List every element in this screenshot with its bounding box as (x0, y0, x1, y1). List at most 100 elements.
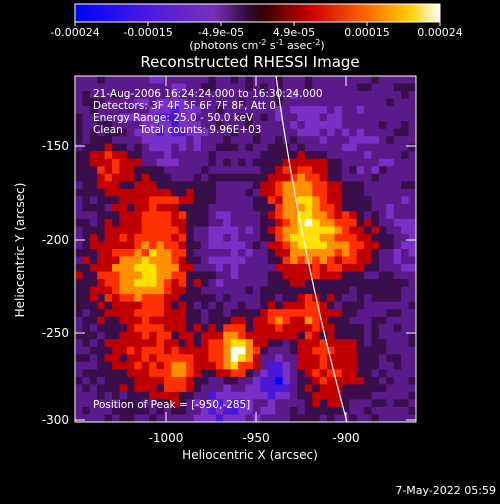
heatmap-cell (215, 128, 224, 137)
heatmap-cell (327, 324, 335, 333)
heatmap-cell (201, 166, 209, 175)
heatmap-cell (75, 309, 83, 318)
heatmap-cell (75, 76, 83, 84)
heatmap-cell (193, 324, 202, 333)
heatmap-cell (393, 136, 402, 145)
heatmap-cell (156, 399, 165, 408)
heatmap-cell (378, 331, 387, 340)
heatmap-cell (386, 316, 395, 325)
heatmap-cell (156, 181, 165, 190)
heatmap-cell (401, 361, 409, 370)
heatmap-cell (208, 271, 217, 280)
heatmap-cell (238, 384, 246, 393)
heatmap-cell (75, 121, 83, 130)
heatmap-cell (230, 339, 239, 348)
heatmap-cell (208, 121, 217, 130)
heatmap-cell (334, 106, 343, 115)
heatmap-cell (312, 241, 321, 250)
heatmap-cell (393, 376, 402, 385)
heatmap-cell (341, 286, 350, 295)
heatmap-cell (208, 203, 217, 212)
heatmap-cell (223, 391, 232, 400)
heatmap-cell (408, 286, 417, 295)
heatmap-cell (126, 271, 135, 280)
heatmap-cell (112, 391, 120, 400)
heatmap-cell (378, 136, 387, 145)
heatmap-cell (141, 136, 150, 145)
heatmap-cell (75, 158, 83, 167)
heatmap-cell (275, 106, 283, 115)
heatmap-cell (186, 249, 195, 257)
heatmap-cell (378, 106, 387, 115)
heatmap-cell (319, 406, 328, 415)
heatmap-cell (378, 76, 387, 84)
heatmap-cell (112, 128, 120, 137)
heatmap-cell (275, 361, 283, 370)
heatmap-cell (126, 91, 135, 99)
heatmap-cell (252, 369, 261, 378)
heatmap-cell (208, 166, 217, 175)
heatmap-cell (378, 203, 387, 212)
heatmap-cell (401, 249, 409, 257)
heatmap-cell (97, 211, 106, 220)
heatmap-cell (82, 166, 91, 175)
plot-frame (74, 75, 417, 423)
heatmap-cell (252, 233, 261, 242)
heatmap-cell (327, 158, 335, 167)
heatmap-cell (393, 121, 402, 130)
heatmap-cell (149, 361, 157, 370)
heatmap-cell (193, 76, 202, 84)
heatmap-cell (104, 113, 113, 122)
heatmap-cell (193, 128, 202, 137)
heatmap-cell (356, 384, 365, 393)
heatmap-cell (112, 256, 120, 265)
heatmap-cell (82, 294, 91, 303)
heatmap-cell (223, 361, 232, 370)
heatmap-cell (112, 264, 120, 272)
heatmap-cell (364, 143, 372, 152)
heatmap-cell (238, 301, 246, 310)
heatmap-cell (119, 301, 128, 310)
heatmap-cell (193, 211, 202, 220)
energy-range-text: Energy Range: 25.0 - 50.0 keV (93, 112, 254, 124)
heatmap-cell (378, 339, 387, 348)
colorbar-unit-label: (photons cm-2 s-1 asec-2) (189, 38, 324, 52)
heatmap-cell (75, 98, 83, 107)
heatmap-cell (304, 233, 313, 242)
heatmap-cell (223, 106, 232, 115)
heatmap-cell (156, 249, 165, 257)
heatmap-cell (282, 136, 291, 145)
heatmap-cell (230, 121, 239, 130)
heatmap-cell (186, 391, 195, 400)
heatmap-cell (393, 309, 402, 318)
heatmap-cell (171, 331, 180, 340)
heatmap-cell (215, 113, 224, 122)
heatmap-cell (223, 136, 232, 145)
heatmap-cell (156, 158, 165, 167)
heatmap-cell (75, 346, 83, 355)
heatmap-cell (364, 188, 372, 197)
heatmap-cell (401, 309, 409, 318)
heatmap-cell (215, 203, 224, 212)
heatmap-cell (75, 369, 83, 378)
heatmap-cell (126, 173, 135, 182)
heatmap-cell (289, 173, 298, 182)
heatmap-cell (378, 113, 387, 122)
heatmap-cell (208, 324, 217, 333)
heatmap-cell (393, 76, 402, 84)
heatmap-cell (178, 196, 187, 205)
heatmap-cell (378, 414, 387, 423)
heatmap-cell (304, 83, 313, 92)
heatmap-cell (112, 196, 120, 205)
heatmap-cell (82, 181, 91, 190)
heatmap-cell (312, 173, 321, 182)
heatmap-cell (163, 226, 172, 235)
heatmap-cell (289, 98, 298, 107)
heatmap-cell (319, 354, 328, 363)
heatmap-cell (267, 256, 276, 265)
heatmap-cell (230, 256, 239, 265)
heatmap-cell (297, 339, 306, 348)
heatmap-cell (163, 279, 172, 288)
heatmap-cell (112, 98, 120, 107)
heatmap-cell (408, 83, 417, 92)
